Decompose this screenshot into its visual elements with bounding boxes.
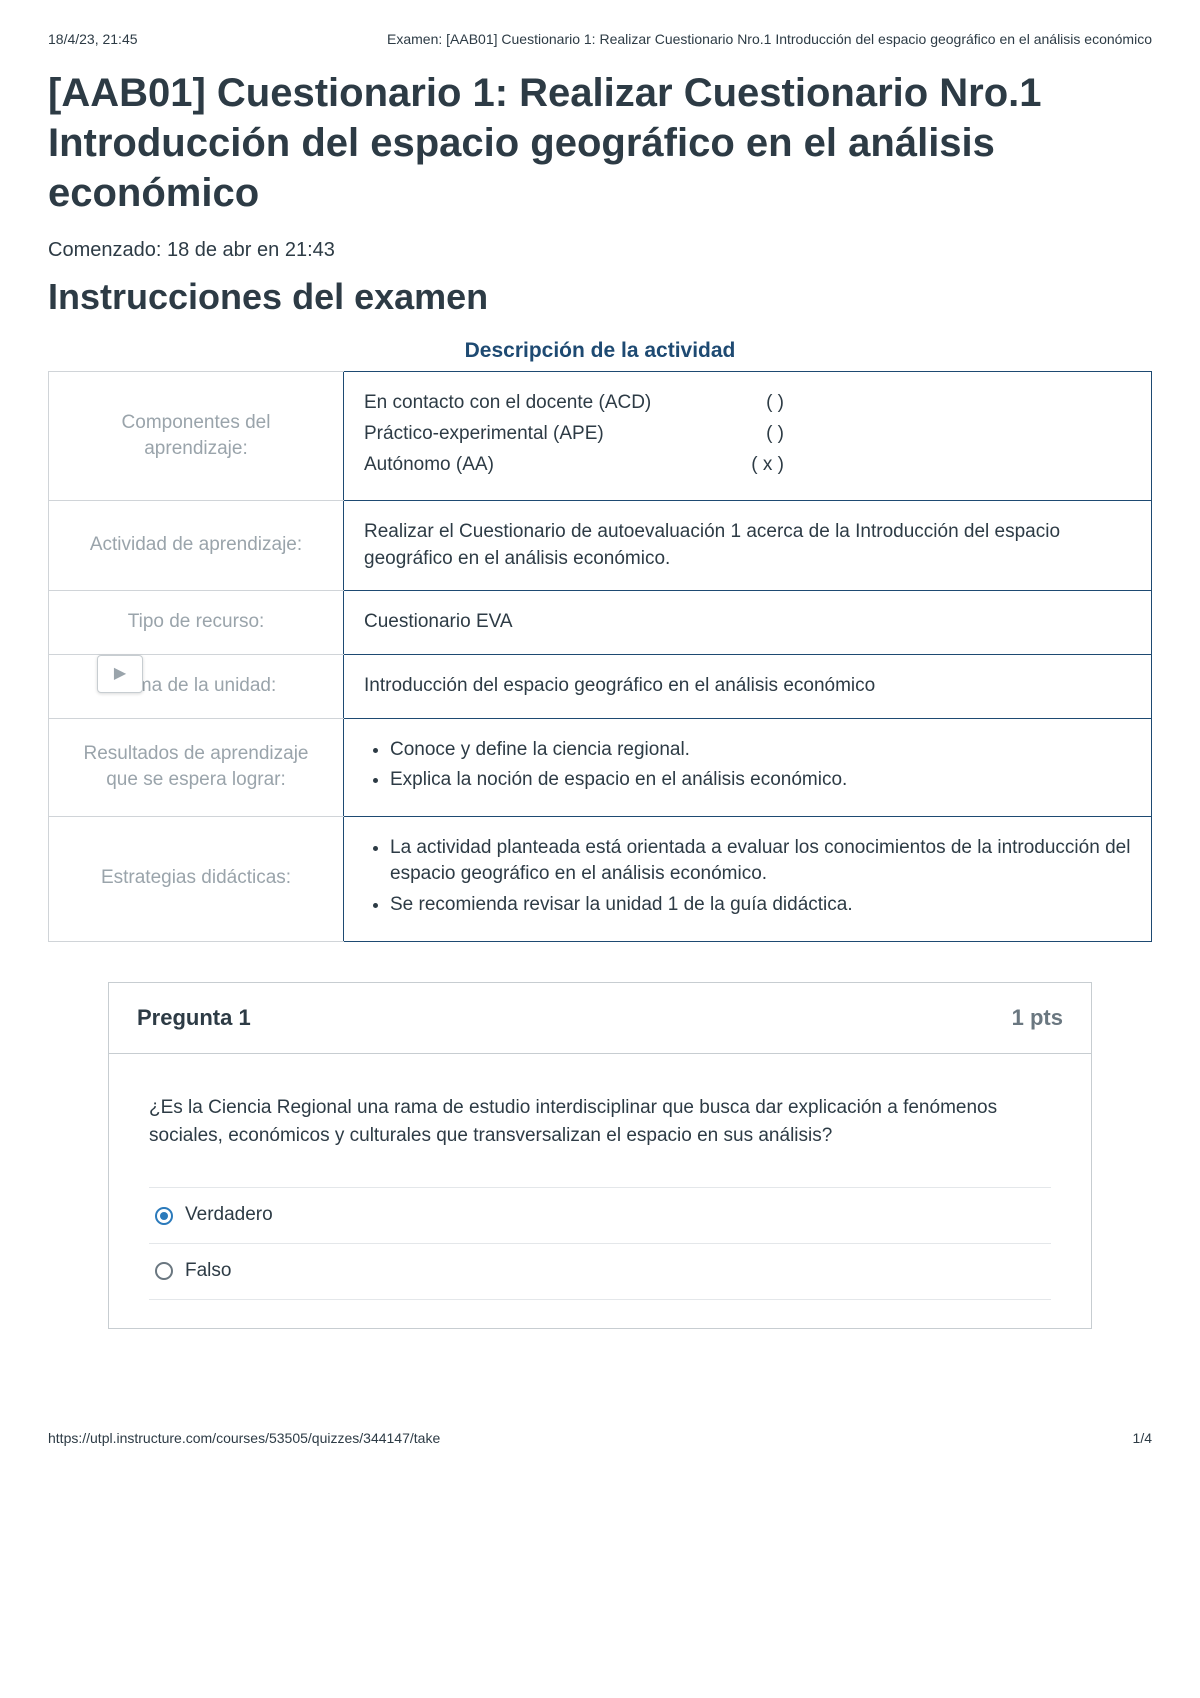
row-value-actividad: Realizar el Cuestionario de autoevaluaci… bbox=[344, 501, 1152, 591]
list-item: Explica la noción de espacio en el análi… bbox=[390, 767, 1131, 794]
table-row: Tipo de recurso: Cuestionario EVA bbox=[49, 591, 1152, 655]
question-title: Pregunta 1 bbox=[137, 1003, 251, 1034]
radio-unselected-icon bbox=[155, 1262, 173, 1280]
question-card: Pregunta 1 1 pts ¿Es la Ciencia Regional… bbox=[108, 982, 1092, 1329]
print-datetime: 18/4/23, 21:45 bbox=[48, 30, 138, 50]
row-value-estrategias: La actividad planteada está orientada a … bbox=[344, 816, 1152, 941]
answer-option[interactable]: Falso bbox=[149, 1243, 1051, 1300]
answer-label: Verdadero bbox=[185, 1202, 273, 1229]
activity-info-table: Componentes del aprendizaje: En contacto… bbox=[48, 371, 1152, 941]
description-heading: Descripción de la actividad bbox=[48, 336, 1152, 365]
question-body: ¿Es la Ciencia Regional una rama de estu… bbox=[109, 1054, 1091, 1327]
list-item: Conoce y define la ciencia regional. bbox=[390, 737, 1131, 764]
row-value-tema: Introducción del espacio geográfico en e… bbox=[344, 654, 1152, 718]
footer-page: 1/4 bbox=[1133, 1429, 1152, 1449]
instructions-heading: Instrucciones del examen bbox=[48, 272, 1152, 322]
row-label-resultados: Resultados de aprendizaje que se espera … bbox=[49, 718, 344, 816]
print-header: 18/4/23, 21:45 Examen: [AAB01] Cuestiona… bbox=[48, 30, 1152, 50]
answer-label: Falso bbox=[185, 1258, 231, 1285]
table-row: Actividad de aprendizaje: Realizar el Cu… bbox=[49, 501, 1152, 591]
answer-option[interactable]: Verdadero bbox=[149, 1187, 1051, 1243]
question-header: Pregunta 1 1 pts bbox=[109, 983, 1091, 1055]
table-row: ▶ Tema de la unidad: Introducción del es… bbox=[49, 654, 1152, 718]
list-item: La actividad planteada está orientada a … bbox=[390, 835, 1131, 888]
row-label-tipo: Tipo de recurso: bbox=[49, 591, 344, 655]
expand-button[interactable]: ▶ bbox=[97, 655, 143, 693]
row-label-estrategias: Estrategias didácticas: bbox=[49, 816, 344, 941]
page-title: [AAB01] Cuestionario 1: Realizar Cuestio… bbox=[48, 68, 1152, 218]
table-row: Estrategias didácticas: La actividad pla… bbox=[49, 816, 1152, 941]
row-label-actividad: Actividad de aprendizaje: bbox=[49, 501, 344, 591]
play-icon: ▶ bbox=[114, 663, 126, 685]
list-item: Se recomienda revisar la unidad 1 de la … bbox=[390, 892, 1131, 919]
table-row: Componentes del aprendizaje: En contacto… bbox=[49, 372, 1152, 501]
question-text: ¿Es la Ciencia Regional una rama de estu… bbox=[149, 1094, 1051, 1149]
table-row: Resultados de aprendizaje que se espera … bbox=[49, 718, 1152, 816]
row-value-componentes: En contacto con el docente (ACD)( ) Prác… bbox=[344, 372, 1152, 501]
print-doc-title: Examen: [AAB01] Cuestionario 1: Realizar… bbox=[387, 30, 1152, 50]
row-label-componentes: Componentes del aprendizaje: bbox=[49, 372, 344, 501]
started-at: Comenzado: 18 de abr en 21:43 bbox=[48, 236, 1152, 264]
row-value-resultados: Conoce y define la ciencia regional. Exp… bbox=[344, 718, 1152, 816]
row-label-tema: ▶ Tema de la unidad: bbox=[49, 654, 344, 718]
footer-url: https://utpl.instructure.com/courses/535… bbox=[48, 1429, 440, 1449]
question-points: 1 pts bbox=[1012, 1003, 1063, 1034]
radio-selected-icon bbox=[155, 1207, 173, 1225]
row-value-tipo: Cuestionario EVA bbox=[344, 591, 1152, 655]
print-footer: https://utpl.instructure.com/courses/535… bbox=[48, 1429, 1152, 1449]
